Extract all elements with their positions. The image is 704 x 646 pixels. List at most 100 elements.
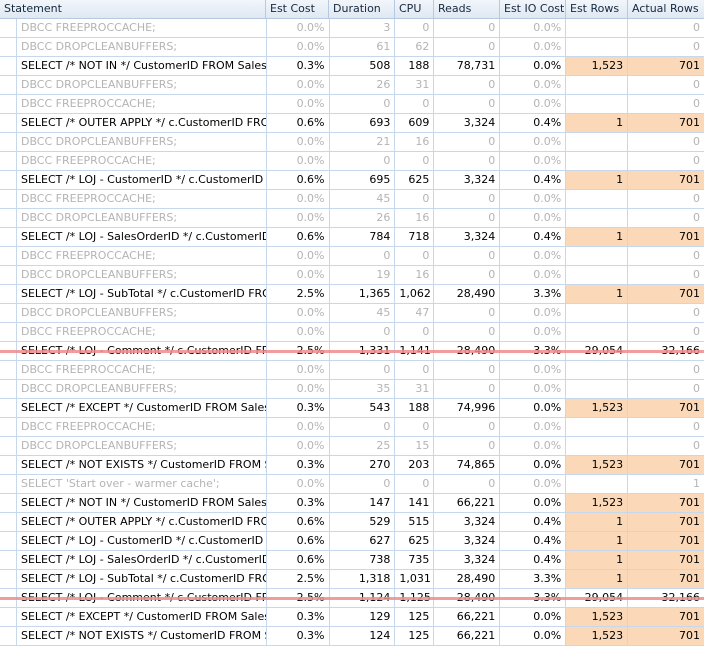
cell-est-io: 0.0%	[500, 38, 567, 56]
cell-cpu: 1,031	[395, 570, 435, 588]
cell-est-cost: 0.0%	[267, 304, 330, 322]
cell-est-io: 0.4%	[500, 513, 567, 531]
table-row[interactable]: SELECT /* LOJ - Comment */ c.CustomerID …	[0, 589, 704, 608]
cell-duration: 45	[330, 190, 396, 208]
column-header-cpu[interactable]: CPU	[395, 0, 434, 18]
table-row[interactable]: DBCC DROPCLEANBUFFERS; 0.0% 45 47 0 0.0% 0	[0, 304, 704, 323]
cell-duration: 1,365	[330, 285, 396, 303]
column-header-duration[interactable]: Duration	[329, 0, 395, 18]
cell-duration: 1,124	[330, 589, 396, 607]
table-row[interactable]: SELECT /* EXCEPT */ CustomerID FROM Sale…	[0, 399, 704, 418]
cell-est-io: 0.0%	[500, 361, 567, 379]
cell-est-cost: 0.0%	[267, 38, 330, 56]
cell-duration: 124	[330, 627, 396, 645]
table-row[interactable]: DBCC FREEPROCCACHE; 0.0% 0 0 0 0.0% 0	[0, 95, 704, 114]
table-row[interactable]: SELECT /* EXCEPT */ CustomerID FROM Sale…	[0, 608, 704, 627]
cell-cpu: 0	[395, 361, 435, 379]
cell-est-io: 0.0%	[500, 19, 567, 37]
cell-reads: 0	[434, 95, 501, 113]
cell-cpu: 1,062	[395, 285, 435, 303]
row-indent-gutter	[0, 95, 17, 113]
column-header-est-rows[interactable]: Est Rows	[566, 0, 628, 18]
table-row[interactable]: DBCC DROPCLEANBUFFERS; 0.0% 26 16 0 0.0% 0	[0, 209, 704, 228]
table-row[interactable]: SELECT /* NOT EXISTS */ CustomerID FROM …	[0, 456, 704, 475]
cell-est-rows	[566, 133, 629, 151]
table-row[interactable]: SELECT /* OUTER APPLY */ c.CustomerID FR…	[0, 513, 704, 532]
row-indent-gutter	[0, 475, 17, 493]
cell-duration: 695	[330, 171, 396, 189]
cell-est-rows	[566, 76, 629, 94]
table-row[interactable]: DBCC FREEPROCCACHE; 0.0% 0 0 0 0.0% 0	[0, 361, 704, 380]
table-row[interactable]: SELECT /* LOJ - Comment */ c.CustomerID …	[0, 342, 704, 361]
cell-est-io: 0.0%	[500, 418, 567, 436]
table-row[interactable]: SELECT /* LOJ - SubTotal */ c.CustomerID…	[0, 570, 704, 589]
row-indent-gutter	[0, 285, 17, 303]
cell-est-cost: 0.3%	[267, 57, 330, 75]
table-row[interactable]: DBCC DROPCLEANBUFFERS; 0.0% 19 16 0 0.0% 0	[0, 266, 704, 285]
cell-est-cost: 2.5%	[267, 285, 330, 303]
table-row[interactable]: DBCC FREEPROCCACHE; 0.0% 0 0 0 0.0% 0	[0, 152, 704, 171]
row-indent-gutter	[0, 228, 17, 246]
table-row[interactable]: DBCC DROPCLEANBUFFERS; 0.0% 61 62 0 0.0% 0	[0, 38, 704, 57]
column-header-est-cost[interactable]: Est Cost	[266, 0, 329, 18]
table-row[interactable]: DBCC DROPCLEANBUFFERS; 0.0% 26 31 0 0.0% 0	[0, 76, 704, 95]
cell-statement: DBCC FREEPROCCACHE;	[17, 19, 267, 37]
cell-est-cost: 0.3%	[267, 608, 330, 626]
cell-reads: 0	[434, 437, 501, 455]
table-row[interactable]: SELECT /* NOT IN */ CustomerID FROM Sale…	[0, 57, 704, 76]
table-row[interactable]: DBCC DROPCLEANBUFFERS; 0.0% 21 16 0 0.0% 0	[0, 133, 704, 152]
cell-statement: SELECT /* LOJ - SubTotal */ c.CustomerID…	[17, 570, 267, 588]
cell-statement: SELECT /* NOT IN */ CustomerID FROM Sale…	[17, 57, 267, 75]
table-row[interactable]: SELECT /* NOT IN */ CustomerID FROM Sale…	[0, 494, 704, 513]
cell-actual-rows: 701	[628, 285, 704, 303]
cell-est-rows: 1,523	[566, 456, 629, 474]
cell-cpu: 188	[395, 399, 435, 417]
cell-statement: DBCC FREEPROCCACHE;	[17, 190, 267, 208]
cell-statement: SELECT /* EXCEPT */ CustomerID FROM Sale…	[17, 608, 267, 626]
cell-duration: 35	[330, 380, 396, 398]
cell-duration: 270	[330, 456, 396, 474]
cell-est-io: 0.0%	[500, 608, 567, 626]
cell-duration: 3	[330, 19, 396, 37]
cell-actual-rows: 0	[693, 382, 700, 395]
table-row[interactable]: DBCC FREEPROCCACHE; 0.0% 0 0 0 0.0% 0	[0, 323, 704, 342]
cell-duration: 738	[330, 551, 396, 569]
table-row[interactable]: DBCC DROPCLEANBUFFERS; 0.0% 25 15 0 0.0% 0	[0, 437, 704, 456]
cell-duration: 147	[330, 494, 396, 512]
table-row[interactable]: SELECT /* LOJ - CustomerID */ c.Customer…	[0, 171, 704, 190]
column-header-actual-rows[interactable]: Actual Rows	[632, 2, 699, 15]
cell-est-io: 0.4%	[500, 228, 567, 246]
table-row[interactable]: DBCC FREEPROCCACHE; 0.0% 45 0 0 0.0% 0	[0, 190, 704, 209]
cell-reads: 0	[434, 38, 501, 56]
table-row[interactable]: DBCC FREEPROCCACHE; 0.0% 0 0 0 0.0% 0	[0, 247, 704, 266]
table-row[interactable]: SELECT /* OUTER APPLY */ c.CustomerID FR…	[0, 114, 704, 133]
table-row[interactable]: SELECT /* NOT EXISTS */ CustomerID FROM …	[0, 627, 704, 646]
table-row[interactable]: SELECT 'Start over - warmer cache'; 0.0% 0…	[0, 475, 704, 494]
row-indent-gutter	[0, 627, 17, 645]
row-indent-gutter	[0, 532, 17, 550]
table-row[interactable]: DBCC DROPCLEANBUFFERS; 0.0% 35 31 0 0.0% 0	[0, 380, 704, 399]
column-header-est-io-cost[interactable]: Est IO Cost	[500, 0, 566, 18]
table-row[interactable]: SELECT /* LOJ - SalesOrderID */ c.Custom…	[0, 551, 704, 570]
cell-actual-rows: 0	[693, 439, 700, 452]
cell-cpu: 1,141	[395, 342, 435, 360]
table-row[interactable]: SELECT /* LOJ - SubTotal */ c.CustomerID…	[0, 285, 704, 304]
cell-statement: SELECT /* LOJ - CustomerID */ c.Customer…	[17, 171, 267, 189]
row-indent-gutter	[0, 342, 17, 360]
table-row[interactable]: SELECT /* LOJ - CustomerID */ c.Customer…	[0, 532, 704, 551]
table-row[interactable]: DBCC FREEPROCCACHE; 0.0% 3 0 0 0.0% 0	[0, 19, 704, 38]
cell-est-rows: 1,523	[566, 399, 629, 417]
table-row[interactable]: DBCC FREEPROCCACHE; 0.0% 0 0 0 0.0% 0	[0, 418, 704, 437]
cell-statement: DBCC DROPCLEANBUFFERS;	[17, 380, 267, 398]
cell-statement: DBCC DROPCLEANBUFFERS;	[17, 437, 267, 455]
cell-statement: DBCC DROPCLEANBUFFERS;	[17, 38, 267, 56]
cell-actual-rows: 701	[628, 494, 704, 512]
column-header-statement[interactable]: Statement	[0, 0, 266, 18]
cell-statement: DBCC FREEPROCCACHE;	[17, 95, 267, 113]
table-row[interactable]: SELECT /* LOJ - SalesOrderID */ c.Custom…	[0, 228, 704, 247]
cell-duration: 1,331	[330, 342, 396, 360]
cell-cpu: 0	[395, 475, 435, 493]
column-header-reads[interactable]: Reads	[434, 0, 500, 18]
cell-reads: 0	[434, 418, 501, 436]
row-indent-gutter	[0, 152, 17, 170]
